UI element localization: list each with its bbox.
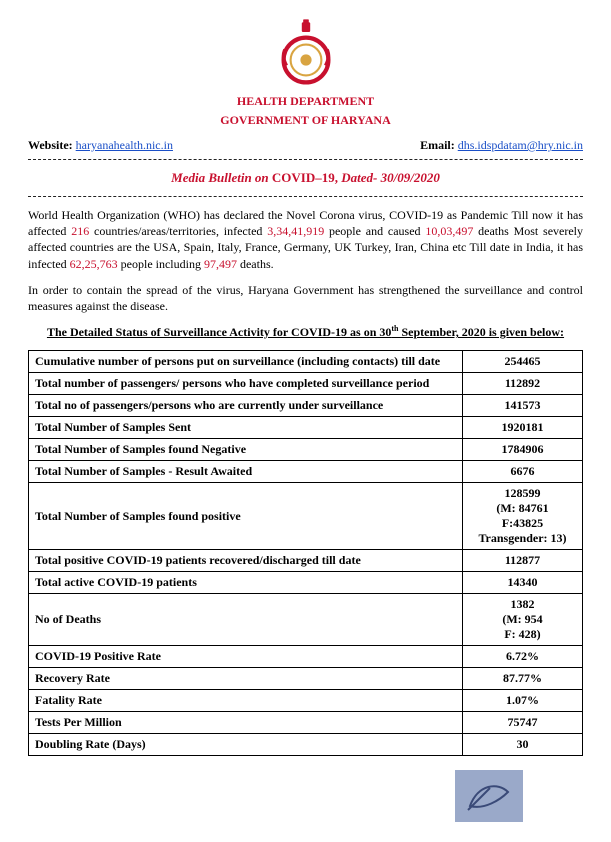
para-measures: In order to contain the spread of the vi… [28,282,583,314]
row-value: 75747 [463,712,583,734]
row-value: 1.07% [463,690,583,712]
row-value: 6676 [463,461,583,483]
sh-sup: th [391,324,398,333]
table-row: Doubling Rate (Days)30 [29,734,583,756]
email-label: Email: [420,138,458,152]
table-row: Total positive COVID-19 patients recover… [29,550,583,572]
p1-t3: people and caused [324,224,425,238]
row-value: 1784906 [463,439,583,461]
table-row: No of Deaths1382 (M: 954 F: 428) [29,594,583,646]
row-value: 1920181 [463,417,583,439]
row-label: Total active COVID-19 patients [29,572,463,594]
bulletin-covid: COVID–19, [272,170,341,185]
row-value: 30 [463,734,583,756]
row-label: Total no of passengers/persons who are c… [29,395,463,417]
row-label: Total number of passengers/ persons who … [29,373,463,395]
para-who: World Health Organization (WHO) has decl… [28,207,583,272]
table-row: Fatality Rate1.07% [29,690,583,712]
row-value: 1382 (M: 954 F: 428) [463,594,583,646]
email-link[interactable]: dhs.idspdatam@hry.nic.in [458,138,583,152]
row-label: Total Number of Samples found Negative [29,439,463,461]
row-label: Fatality Rate [29,690,463,712]
table-row: Total no of passengers/persons who are c… [29,395,583,417]
row-label: COVID-19 Positive Rate [29,646,463,668]
row-value: 254465 [463,351,583,373]
divider-bottom [28,196,583,197]
row-value: 14340 [463,572,583,594]
row-label: Cumulative number of persons put on surv… [29,351,463,373]
row-label: Total Number of Samples found positive [29,483,463,550]
table-row: COVID-19 Positive Rate6.72% [29,646,583,668]
table-row: Recovery Rate87.77% [29,668,583,690]
table-row: Total active COVID-19 patients14340 [29,572,583,594]
p1-n1: 216 [71,224,89,238]
department-name: HEALTH DEPARTMENT [28,94,583,109]
bulletin-prefix: Media Bulletin on [171,170,272,185]
row-label: Total positive COVID-19 patients recover… [29,550,463,572]
table-row: Total Number of Samples Sent1920181 [29,417,583,439]
row-label: Tests Per Million [29,712,463,734]
p1-n4: 62,25,763 [70,257,118,271]
section-heading: The Detailed Status of Surveillance Acti… [28,324,583,340]
website-link[interactable]: haryanahealth.nic.in [76,138,173,152]
website-label: Website: [28,138,76,152]
website-block: Website: haryanahealth.nic.in [28,138,173,153]
email-block: Email: dhs.idspdatam@hry.nic.in [420,138,583,153]
haryana-emblem-icon [271,18,341,88]
table-row: Total Number of Samples - Result Awaited… [29,461,583,483]
divider-top [28,159,583,160]
signature-box [455,770,523,822]
page-container: HEALTH DEPARTMENT GOVERNMENT OF HARYANA … [0,0,611,842]
signature-icon [464,778,514,814]
table-row: Total Number of Samples found Negative17… [29,439,583,461]
row-value: 141573 [463,395,583,417]
p1-n2: 3,34,41,919 [267,224,324,238]
bulletin-date: Dated- 30/09/2020 [341,170,440,185]
row-label: Recovery Rate [29,668,463,690]
row-value: 87.77% [463,668,583,690]
table-row: Total Number of Samples found positive12… [29,483,583,550]
row-label: Total Number of Samples - Result Awaited [29,461,463,483]
row-label: Total Number of Samples Sent [29,417,463,439]
table-row: Total number of passengers/ persons who … [29,373,583,395]
table-row: Tests Per Million75747 [29,712,583,734]
bulletin-title: Media Bulletin on COVID–19, Dated- 30/09… [28,170,583,186]
sh-post: September, 2020 is given below: [399,325,565,339]
p1-t6: deaths. [237,257,274,271]
p1-t2: countries/areas/territories, infected [89,224,267,238]
row-value: 6.72% [463,646,583,668]
row-label: Doubling Rate (Days) [29,734,463,756]
surveillance-table: Cumulative number of persons put on surv… [28,350,583,756]
p1-t5: people including [118,257,204,271]
p1-n3: 10,03,497 [425,224,473,238]
sh-pre: The Detailed Status of Surveillance Acti… [47,325,391,339]
row-value: 128599 (M: 84761 F:43825 Transgender: 13… [463,483,583,550]
government-name: GOVERNMENT OF HARYANA [28,113,583,128]
p1-n5: 97,497 [204,257,237,271]
contact-row: Website: haryanahealth.nic.in Email: dhs… [28,138,583,153]
row-value: 112892 [463,373,583,395]
row-value: 112877 [463,550,583,572]
row-label: No of Deaths [29,594,463,646]
table-row: Cumulative number of persons put on surv… [29,351,583,373]
